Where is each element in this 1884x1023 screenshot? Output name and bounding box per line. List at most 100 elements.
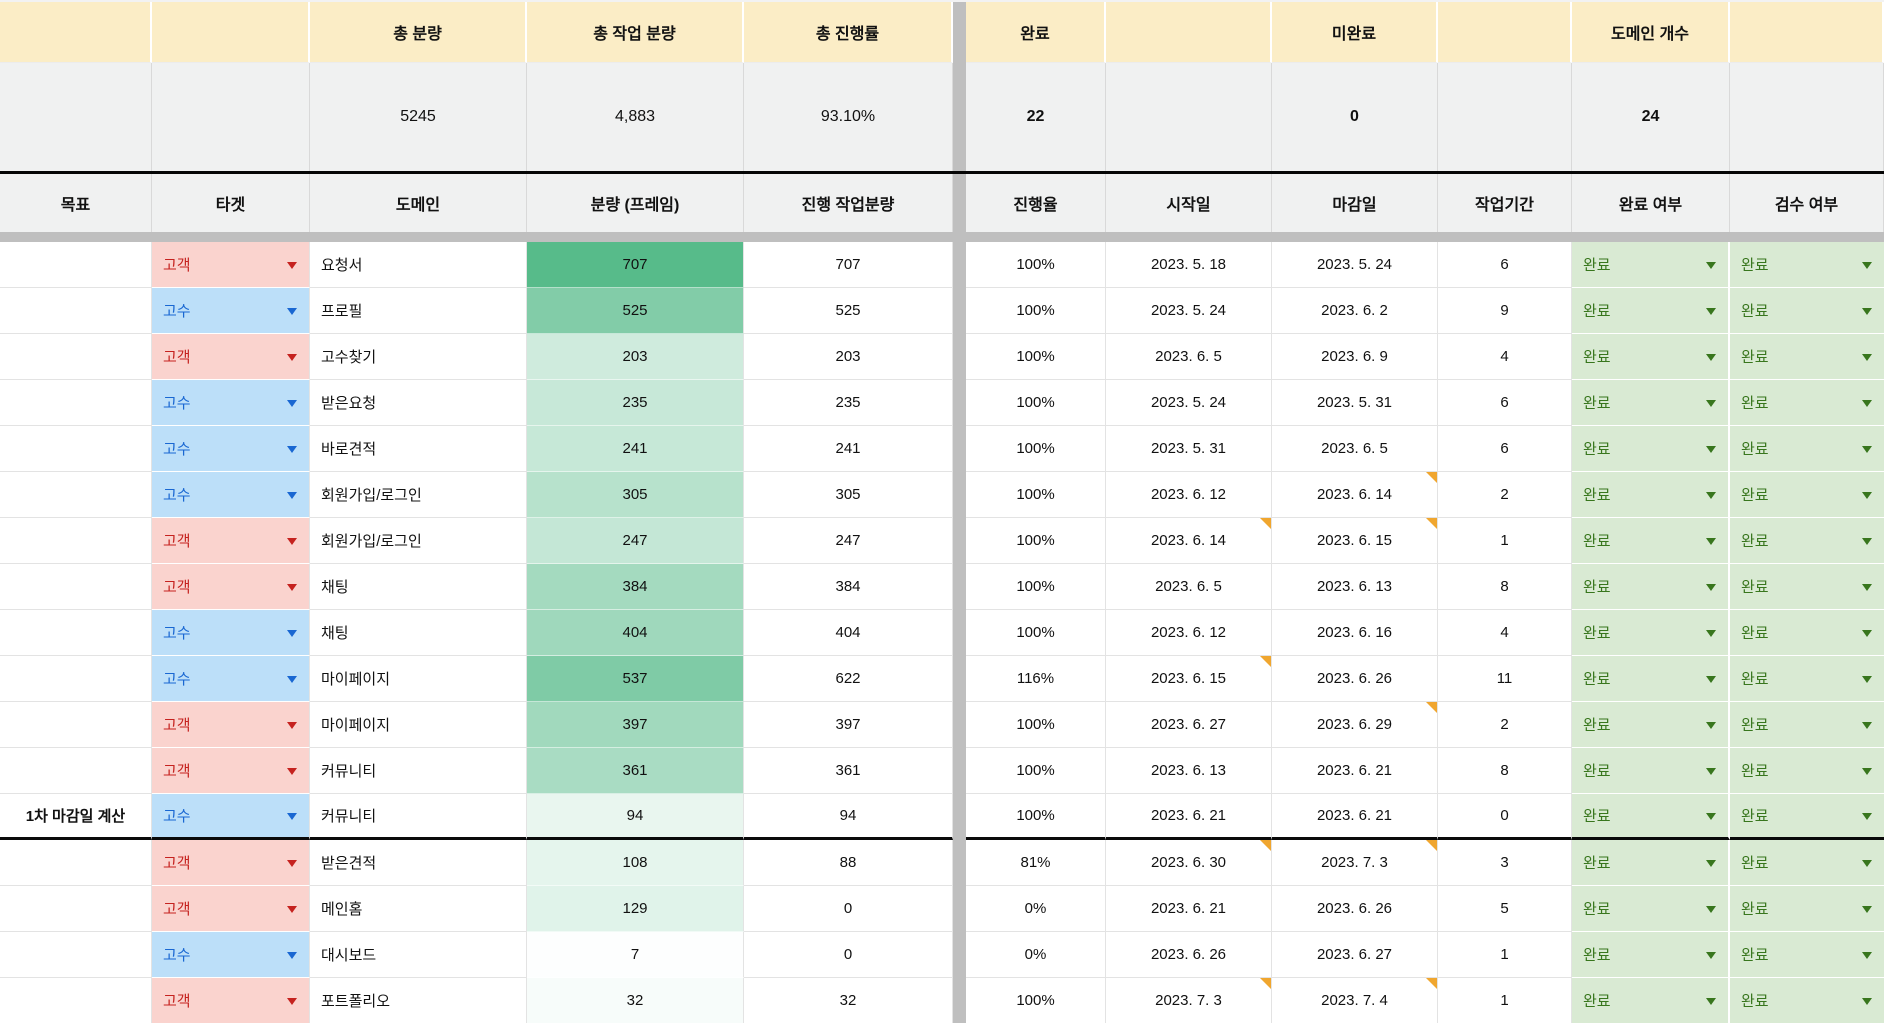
inspection-select[interactable]: 완료 bbox=[1730, 564, 1884, 610]
target-select[interactable]: 고수 bbox=[152, 426, 310, 472]
dropdown-arrow-icon bbox=[1862, 997, 1872, 1005]
inspection-select[interactable]: 완료 bbox=[1730, 518, 1884, 564]
dropdown-arrow-icon bbox=[287, 491, 297, 499]
inspection-select[interactable]: 완료 bbox=[1730, 656, 1884, 702]
column-header-row: 목표 타겟 도메인 분량 (프레임) 진행 작업분량 진행율 시작일 마감일 작업기간 완료 여부… bbox=[0, 174, 1884, 232]
summary-label-cell bbox=[1106, 2, 1272, 63]
note-corner-icon bbox=[1260, 840, 1271, 851]
dropdown-arrow-icon bbox=[1706, 905, 1716, 913]
inspection-select[interactable]: 완료 bbox=[1730, 978, 1884, 1023]
progress-rate-cell: 100% bbox=[966, 380, 1106, 426]
duration-cell: 11 bbox=[1438, 656, 1572, 702]
inspection-select[interactable]: 완료 bbox=[1730, 794, 1884, 840]
target-select[interactable]: 고수 bbox=[152, 610, 310, 656]
target-select[interactable]: 고객 bbox=[152, 978, 310, 1023]
progress-rate-cell: 100% bbox=[966, 472, 1106, 518]
summary-value-cell: 4,883 bbox=[527, 63, 744, 171]
complete-select[interactable]: 완료 bbox=[1572, 564, 1730, 610]
inspection-select[interactable]: 완료 bbox=[1730, 334, 1884, 380]
volume-cell: 707 bbox=[527, 242, 744, 288]
summary-value-cell: 0 bbox=[1272, 63, 1438, 171]
complete-select[interactable]: 완료 bbox=[1572, 380, 1730, 426]
complete-select[interactable]: 완료 bbox=[1572, 702, 1730, 748]
target-select[interactable]: 고객 bbox=[152, 564, 310, 610]
inspection-select[interactable]: 완료 bbox=[1730, 380, 1884, 426]
column-header-5: 진행율 bbox=[966, 174, 1106, 232]
complete-select[interactable]: 완료 bbox=[1572, 242, 1730, 288]
complete-select[interactable]: 완료 bbox=[1572, 426, 1730, 472]
volume-cell: 384 bbox=[527, 564, 744, 610]
duration-cell: 8 bbox=[1438, 748, 1572, 794]
inspection-select[interactable]: 완료 bbox=[1730, 242, 1884, 288]
frozen-col-divider bbox=[953, 978, 966, 1023]
target-select[interactable]: 고수 bbox=[152, 932, 310, 978]
due-date-cell: 2023. 6. 26 bbox=[1272, 886, 1438, 932]
dropdown-arrow-icon bbox=[1706, 491, 1716, 499]
complete-select[interactable]: 완료 bbox=[1572, 518, 1730, 564]
dropdown-arrow-icon bbox=[1706, 353, 1716, 361]
target-select[interactable]: 고수 bbox=[152, 380, 310, 426]
start-date-cell: 2023. 6. 12 bbox=[1106, 472, 1272, 518]
target-select[interactable]: 고객 bbox=[152, 334, 310, 380]
inspection-select[interactable]: 완료 bbox=[1730, 932, 1884, 978]
table-row: 고수 프로필 525 525 100% 2023. 5. 24 2023. 6. 2 9 완료 완… bbox=[0, 288, 1884, 334]
complete-select[interactable]: 완료 bbox=[1572, 288, 1730, 334]
complete-select[interactable]: 완료 bbox=[1572, 656, 1730, 702]
due-date-cell: 2023. 5. 24 bbox=[1272, 242, 1438, 288]
inspection-select[interactable]: 완료 bbox=[1730, 840, 1884, 886]
target-select[interactable]: 고수 bbox=[152, 472, 310, 518]
summary-label-cell: 도메인 개수 bbox=[1572, 2, 1730, 63]
target-select[interactable]: 고수 bbox=[152, 794, 310, 840]
dropdown-arrow-icon bbox=[287, 905, 297, 913]
dropdown-arrow-icon bbox=[287, 675, 297, 683]
target-select[interactable]: 고객 bbox=[152, 242, 310, 288]
inspection-select[interactable]: 완료 bbox=[1730, 886, 1884, 932]
dropdown-arrow-icon bbox=[1862, 812, 1872, 820]
inspection-select[interactable]: 완료 bbox=[1730, 472, 1884, 518]
domain-cell: 메인홈 bbox=[310, 886, 527, 932]
work-volume-cell: 622 bbox=[744, 656, 953, 702]
complete-select[interactable]: 완료 bbox=[1572, 978, 1730, 1023]
complete-select[interactable]: 완료 bbox=[1572, 334, 1730, 380]
complete-select[interactable]: 완료 bbox=[1572, 472, 1730, 518]
inspection-select[interactable]: 완료 bbox=[1730, 748, 1884, 794]
inspection-select[interactable]: 완료 bbox=[1730, 610, 1884, 656]
duration-cell: 1 bbox=[1438, 518, 1572, 564]
target-select[interactable]: 고객 bbox=[152, 748, 310, 794]
dropdown-arrow-icon bbox=[287, 951, 297, 959]
duration-cell: 5 bbox=[1438, 886, 1572, 932]
target-select[interactable]: 고수 bbox=[152, 288, 310, 334]
target-select[interactable]: 고객 bbox=[152, 840, 310, 886]
target-select[interactable]: 고수 bbox=[152, 656, 310, 702]
complete-select[interactable]: 완료 bbox=[1572, 610, 1730, 656]
complete-select[interactable]: 완료 bbox=[1572, 840, 1730, 886]
goal-cell bbox=[0, 886, 152, 932]
summary-label-cell: 총 분량 bbox=[310, 2, 527, 63]
inspection-select[interactable]: 완료 bbox=[1730, 426, 1884, 472]
complete-select[interactable]: 완료 bbox=[1572, 748, 1730, 794]
column-header-7: 마감일 bbox=[1272, 174, 1438, 232]
summary-label-row: 총 분량 총 작업 분량 총 진행률 완료 미완료 도메인 개수 bbox=[0, 2, 1884, 63]
volume-cell: 108 bbox=[527, 840, 744, 886]
target-select[interactable]: 고객 bbox=[152, 702, 310, 748]
frozen-col-divider bbox=[953, 380, 966, 426]
complete-select[interactable]: 완료 bbox=[1572, 932, 1730, 978]
duration-cell: 9 bbox=[1438, 288, 1572, 334]
complete-select[interactable]: 완료 bbox=[1572, 794, 1730, 840]
inspection-select[interactable]: 완료 bbox=[1730, 288, 1884, 334]
inspection-select[interactable]: 완료 bbox=[1730, 702, 1884, 748]
domain-cell: 마이페이지 bbox=[310, 702, 527, 748]
table-row: 고객 받은견적 108 88 81% 2023. 6. 30 2023. 7. 3 3 완료 완료 bbox=[0, 840, 1884, 886]
domain-cell: 받은견적 bbox=[310, 840, 527, 886]
target-select[interactable]: 고객 bbox=[152, 518, 310, 564]
dropdown-arrow-icon bbox=[1862, 445, 1872, 453]
progress-rate-cell: 0% bbox=[966, 886, 1106, 932]
summary-value-cell: 5245 bbox=[310, 63, 527, 171]
target-select[interactable]: 고객 bbox=[152, 886, 310, 932]
complete-select[interactable]: 완료 bbox=[1572, 886, 1730, 932]
due-date-cell: 2023. 6. 27 bbox=[1272, 932, 1438, 978]
frozen-col-divider bbox=[953, 334, 966, 380]
work-volume-cell: 397 bbox=[744, 702, 953, 748]
dropdown-arrow-icon bbox=[287, 629, 297, 637]
